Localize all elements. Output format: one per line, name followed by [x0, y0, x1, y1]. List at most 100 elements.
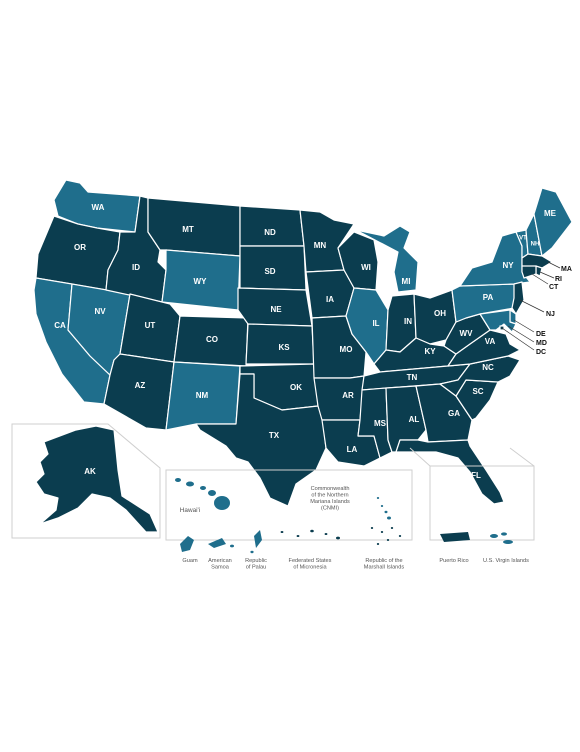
- state-label-tn: TN: [407, 373, 418, 382]
- state-label-id: ID: [132, 263, 140, 272]
- caribbean-inset-frame: [429, 465, 535, 541]
- state-label-me: ME: [544, 209, 557, 218]
- state-label-or: OR: [74, 243, 86, 252]
- state-label-nv: NV: [94, 307, 106, 316]
- state-label-al: AL: [409, 415, 420, 424]
- state-label-wv: WV: [460, 329, 474, 338]
- state-label-wa: WA: [92, 203, 105, 212]
- guam-island[interactable]: [180, 536, 194, 552]
- territory-shapes: [175, 478, 513, 554]
- state-label-ok: OK: [290, 383, 302, 392]
- state-az[interactable]: [103, 353, 175, 431]
- state-label-ks: KS: [278, 343, 290, 352]
- state-label-mi: MI: [402, 277, 411, 286]
- palau-islands[interactable]: [250, 530, 262, 554]
- leader-ma: [547, 261, 561, 269]
- state-label-ri: RI: [555, 276, 562, 283]
- alaska-inset-frame: [11, 423, 161, 539]
- leader-de: [513, 319, 535, 333]
- state-nd[interactable]: [239, 205, 305, 247]
- caption-guam: Guam: [182, 558, 198, 564]
- state-label-sc: SC: [472, 387, 483, 396]
- state-label-pa: PA: [483, 293, 494, 302]
- state-label-nj: NJ: [546, 311, 555, 318]
- leader-dc: [501, 327, 535, 351]
- caption-line: Marshall Islands: [364, 564, 405, 570]
- state-label-oh: OH: [434, 309, 446, 318]
- state-label-ca: CA: [54, 321, 66, 330]
- micronesia-islands[interactable]: [280, 529, 340, 540]
- state-label-tx: TX: [269, 431, 280, 440]
- state-wi[interactable]: [337, 231, 379, 291]
- state-label-ak: AK: [84, 467, 96, 476]
- caption-usvi: U.S. Virgin Islands: [483, 558, 529, 564]
- caption-line: Republic of the: [365, 558, 402, 564]
- state-shapes: [33, 179, 573, 533]
- state-wa[interactable]: [53, 179, 141, 233]
- caption-line: of the Northern: [311, 492, 348, 498]
- state-label-md: MD: [536, 340, 547, 347]
- state-label-ne: NE: [270, 305, 282, 314]
- state-me[interactable]: [533, 187, 573, 257]
- hawaii-islands[interactable]: [175, 478, 230, 510]
- caption-marshall: Republic of the Marshall Islands: [364, 558, 405, 570]
- puerto-rico-island[interactable]: [440, 532, 470, 542]
- leader-md: [507, 325, 535, 343]
- state-mi[interactable]: [355, 225, 419, 293]
- state-label-co: CO: [206, 335, 218, 344]
- state-label-ky: KY: [424, 347, 436, 356]
- inset-guide: [509, 447, 535, 467]
- leader-nj: [519, 299, 545, 313]
- state-label-nc: NC: [482, 363, 494, 372]
- state-label-ms: MS: [374, 419, 387, 428]
- cnmi-islands[interactable]: [376, 497, 391, 520]
- state-label-ar: AR: [342, 391, 354, 400]
- caption-line: Samoa: [211, 564, 230, 570]
- state-label-la: LA: [347, 445, 358, 454]
- state-label-ia: IA: [326, 295, 334, 304]
- state-label-ma: MA: [561, 266, 572, 273]
- state-ar[interactable]: [313, 375, 365, 421]
- inset-frames: [11, 423, 535, 541]
- state-ia[interactable]: [305, 269, 355, 319]
- caption-puerto-rico: Puerto Rico: [439, 558, 468, 564]
- caption-line: of Palau: [246, 564, 267, 570]
- state-label-ct: CT: [549, 284, 559, 291]
- state-label-va: VA: [485, 337, 496, 346]
- caption-line: Commonwealth: [311, 486, 350, 492]
- state-tx[interactable]: [195, 373, 327, 507]
- state-label-ga: GA: [448, 409, 460, 418]
- state-ri[interactable]: [535, 265, 543, 277]
- leader-ct: [531, 273, 549, 285]
- state-ct[interactable]: [521, 265, 537, 279]
- american-samoa-islands[interactable]: [208, 538, 234, 548]
- caption-line: Puerto Rico: [439, 558, 468, 564]
- state-nj[interactable]: [511, 281, 525, 315]
- state-label-nd: ND: [264, 228, 276, 237]
- caption-american-samoa: American Samoa: [208, 558, 232, 570]
- state-label-vt: VT: [519, 236, 527, 242]
- state-fl[interactable]: [395, 439, 505, 505]
- state-label-in: IN: [404, 317, 412, 326]
- usvi-islands[interactable]: [490, 532, 513, 544]
- state-nc[interactable]: [439, 355, 521, 397]
- state-wy[interactable]: [161, 249, 241, 311]
- state-label-nm: NM: [196, 391, 209, 400]
- caption-line: of Micronesia: [293, 564, 327, 570]
- state-label-sd: SD: [264, 267, 275, 276]
- state-label-dc: DC: [536, 349, 546, 356]
- state-md[interactable]: [479, 309, 517, 333]
- state-label-de: DE: [536, 331, 546, 338]
- state-mt[interactable]: [147, 197, 241, 257]
- caption-line: Federated States: [289, 558, 332, 564]
- state-label-nh: NH: [531, 242, 540, 248]
- caption-micronesia: Federated States of Micronesia: [289, 558, 332, 570]
- caption-hawaii: Hawai'i: [180, 507, 200, 514]
- state-label-mt: MT: [182, 225, 194, 234]
- marshall-islands[interactable]: [370, 527, 402, 545]
- state-ak[interactable]: [35, 425, 159, 533]
- state-label-ut: UT: [145, 321, 156, 330]
- caption-line: (CNMI): [321, 505, 339, 511]
- leader-ri: [539, 271, 555, 279]
